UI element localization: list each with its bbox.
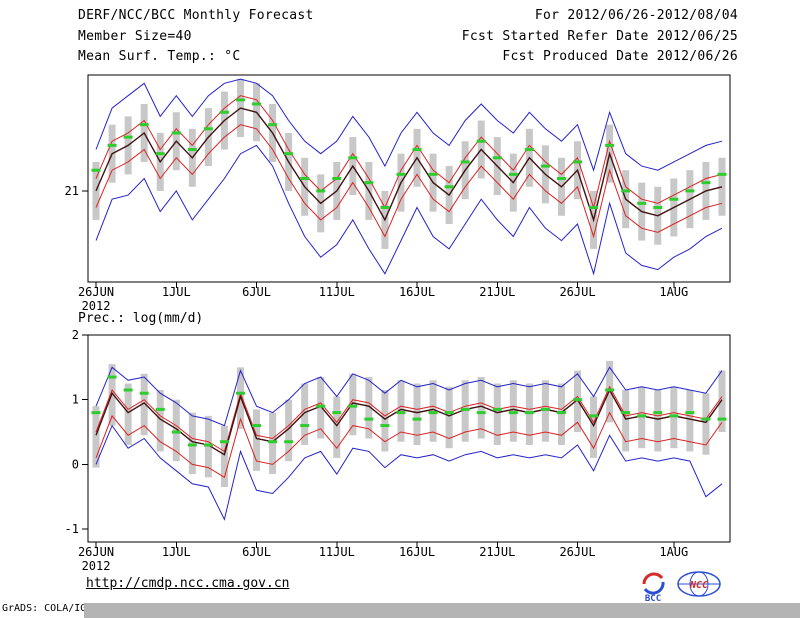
svg-text:2012: 2012	[82, 559, 111, 573]
forecast-range-label: For 2012/06/26-2012/08/04	[534, 8, 738, 23]
svg-text:2: 2	[72, 328, 79, 342]
svg-text:16JUL: 16JUL	[399, 545, 435, 559]
bcc-swirl-blue-icon	[643, 581, 665, 595]
svg-text:1AUG: 1AUG	[659, 545, 688, 559]
svg-text:1JUL: 1JUL	[162, 545, 191, 559]
ncc-logo: NCC	[677, 571, 721, 597]
svg-text:26JUN: 26JUN	[78, 545, 114, 559]
grads-credit: GrADS: COLA/IGES	[2, 603, 99, 614]
bottom-gray-bar	[84, 603, 800, 618]
bcc-swirl-red-icon	[642, 572, 664, 585]
fcst-produced-date-label: Fcst Produced Date 2012/06/26	[502, 49, 738, 64]
svg-text:21JUL: 21JUL	[479, 285, 515, 299]
bottom-panel-variable-label: Prec.: log(mm/d)	[78, 311, 204, 326]
svg-text:11JUL: 11JUL	[319, 285, 355, 299]
bcc-logo-text: BCC	[645, 594, 661, 604]
svg-text:1JUL: 1JUL	[162, 285, 191, 299]
svg-text:21JUL: 21JUL	[479, 545, 515, 559]
svg-text:2012: 2012	[82, 299, 111, 313]
svg-text:1AUG: 1AUG	[659, 285, 688, 299]
member-size-label: Member Size=40	[78, 29, 192, 44]
svg-text:6JUL: 6JUL	[242, 545, 271, 559]
fcst-refer-date-label: Fcst Started Refer Date 2012/06/25	[461, 29, 738, 44]
svg-text:26JUL: 26JUL	[559, 545, 595, 559]
svg-text:1: 1	[72, 393, 79, 407]
svg-text:26JUL: 26JUL	[559, 285, 595, 299]
svg-text:26JUN: 26JUN	[78, 285, 114, 299]
svg-text:21: 21	[65, 184, 79, 198]
svg-text:6JUL: 6JUL	[242, 285, 271, 299]
svg-text:0: 0	[72, 457, 79, 471]
svg-text:11JUL: 11JUL	[319, 545, 355, 559]
page-title: DERF/NCC/BCC Monthly Forecast	[78, 8, 314, 23]
svg-text:16JUL: 16JUL	[399, 285, 435, 299]
cmdp-url-link[interactable]: http://cmdp.ncc.cma.gov.cn	[86, 576, 290, 591]
top-panel-variable-label: Mean Surf. Temp.: °C	[78, 49, 241, 64]
svg-text:-1: -1	[65, 522, 79, 536]
bcc-logo: BCC	[642, 572, 665, 604]
ncc-logo-text: NCC	[689, 580, 708, 591]
